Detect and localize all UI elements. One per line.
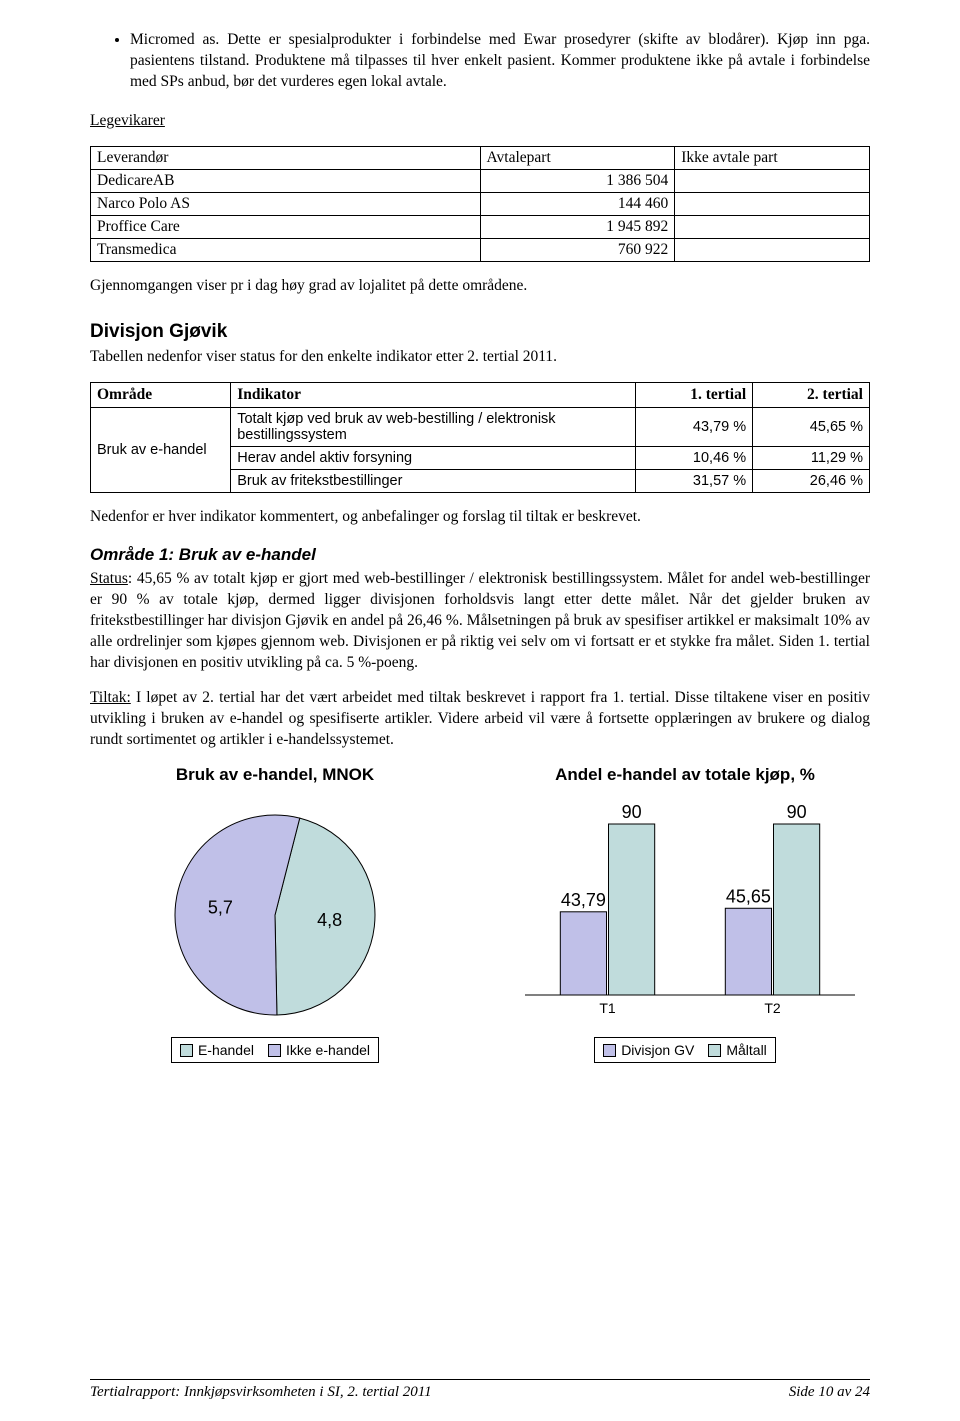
status-text: : 45,65 % av totalt kjøp er gjort med we… [90, 570, 870, 671]
table-row: Narco Polo AS 144 460 [91, 192, 870, 215]
footer: Tertialrapport: Innkjøpsvirksomheten i S… [90, 1379, 870, 1401]
th-ikkeavtale: Ikke avtale part [675, 146, 870, 169]
legend-item: Ikke e-handel [268, 1042, 370, 1058]
td: 144 460 [480, 192, 675, 215]
indicator-table: Område Indikator 1. tertial 2. tertial B… [90, 382, 870, 493]
svg-text:T2: T2 [764, 1000, 781, 1016]
footer-right: Side 10 av 24 [789, 1384, 870, 1401]
tiltak-text: I løpet av 2. tertial har det vært arbei… [90, 689, 870, 748]
bar-svg: 43,79 90 T1 45,65 90 T2 [505, 795, 865, 1025]
table-row: Proffice Care 1 945 892 [91, 215, 870, 238]
td: 760 922 [480, 238, 675, 261]
footer-left: Tertialrapport: Innkjøpsvirksomheten i S… [90, 1384, 432, 1401]
table-row: Bruk av e-handel Totalt kjøp ved bruk av… [91, 407, 870, 446]
h2-divisjon: Divisjon Gjøvik [90, 321, 870, 343]
pie-legend: E-handel Ikke e-handel [171, 1037, 379, 1063]
legend-item: Divisjon GV [603, 1042, 694, 1058]
td: 1 945 892 [480, 215, 675, 238]
swatch-icon [180, 1044, 193, 1057]
page: Micromed as. Dette er spesialprodukter i… [0, 0, 960, 1421]
td: 1 386 504 [480, 169, 675, 192]
td: 45,65 % [753, 407, 870, 446]
svg-text:5,7: 5,7 [208, 898, 233, 918]
table-row: Transmedica 760 922 [91, 238, 870, 261]
table-row: Leverandør Avtalepart Ikke avtale part [91, 146, 870, 169]
status-label: Status [90, 570, 128, 587]
legevikarer-table: Leverandør Avtalepart Ikke avtale part D… [90, 146, 870, 262]
td: 11,29 % [753, 446, 870, 469]
tiltak-label: Tiltak: [90, 689, 131, 706]
th: 1. tertial [636, 382, 753, 407]
swatch-icon [268, 1044, 281, 1057]
para-tabellen: Tabellen nedenfor viser status for den e… [90, 347, 870, 368]
bar-title: Andel e-handel av totale kjøp, % [500, 765, 870, 785]
svg-text:90: 90 [622, 802, 642, 822]
legend-label: Måltall [726, 1042, 766, 1058]
td [675, 169, 870, 192]
td: Transmedica [91, 238, 481, 261]
svg-text:90: 90 [787, 802, 807, 822]
td [675, 238, 870, 261]
charts-row: Bruk av e-handel, MNOK 4,8 5,7 E-handel I… [90, 765, 870, 1063]
bar-legend: Divisjon GV Måltall [594, 1037, 776, 1063]
legend-item: E-handel [180, 1042, 254, 1058]
svg-text:4,8: 4,8 [317, 910, 342, 930]
para-status: Status: 45,65 % av totalt kjøp er gjort … [90, 569, 870, 674]
h3-omrade1: Område 1: Bruk av e-handel [90, 545, 870, 565]
td [675, 215, 870, 238]
table-row: DedicareAB 1 386 504 [91, 169, 870, 192]
legend-label: Divisjon GV [621, 1042, 694, 1058]
th: Indikator [231, 382, 636, 407]
td [675, 192, 870, 215]
pie-svg: 4,8 5,7 [145, 795, 405, 1025]
legend-label: Ikke e-handel [286, 1042, 370, 1058]
svg-text:45,65: 45,65 [726, 886, 771, 906]
legevikarer-heading: Legevikarer [90, 111, 870, 132]
td: Narco Polo AS [91, 192, 481, 215]
td: Bruk av fritekstbestillinger [231, 469, 636, 492]
pie-chart: Bruk av e-handel, MNOK 4,8 5,7 E-handel I… [90, 765, 460, 1063]
swatch-icon [603, 1044, 616, 1057]
td: 31,57 % [636, 469, 753, 492]
td: Proffice Care [91, 215, 481, 238]
table-row: Område Indikator 1. tertial 2. tertial [91, 382, 870, 407]
td: Totalt kjøp ved bruk av web-bestilling /… [231, 407, 636, 446]
th-leverandor: Leverandør [91, 146, 481, 169]
swatch-icon [708, 1044, 721, 1057]
bullet-list: Micromed as. Dette er spesialprodukter i… [90, 30, 870, 93]
legend-label: E-handel [198, 1042, 254, 1058]
legend-item: Måltall [708, 1042, 766, 1058]
td: DedicareAB [91, 169, 481, 192]
pie-title: Bruk av e-handel, MNOK [90, 765, 460, 785]
td-area: Bruk av e-handel [91, 407, 231, 492]
para-tiltak: Tiltak: I løpet av 2. tertial har det væ… [90, 688, 870, 751]
th: 2. tertial [753, 382, 870, 407]
td: 43,79 % [636, 407, 753, 446]
svg-text:43,79: 43,79 [561, 890, 606, 910]
para-gjennomgang: Gjennomgangen viser pr i dag høy grad av… [90, 276, 870, 297]
bullet-item: Micromed as. Dette er spesialprodukter i… [130, 30, 870, 93]
bar-chart: Andel e-handel av totale kjøp, % 43,79 90… [500, 765, 870, 1063]
svg-text:T1: T1 [599, 1000, 616, 1016]
th-avtalepart: Avtalepart [480, 146, 675, 169]
th: Område [91, 382, 231, 407]
td: 26,46 % [753, 469, 870, 492]
para-nedenfor: Nedenfor er hver indikator kommentert, o… [90, 507, 870, 528]
td: 10,46 % [636, 446, 753, 469]
td: Herav andel aktiv forsyning [231, 446, 636, 469]
